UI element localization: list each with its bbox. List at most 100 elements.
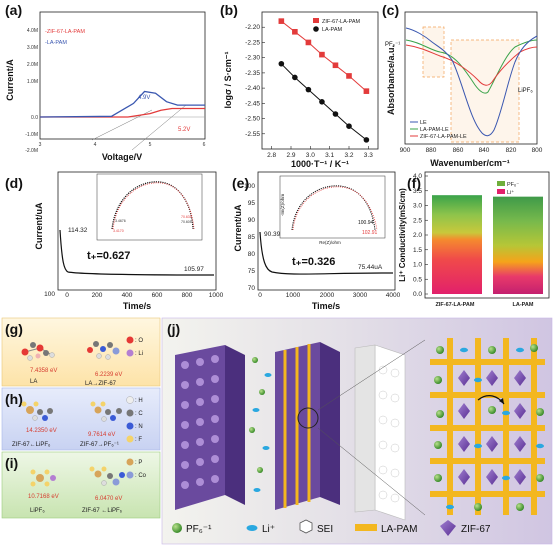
- panel-f-axes: 0.0 0.5 1.0 1.5 2.0 2.5 3.0 3.5 4.0: [413, 173, 428, 298]
- molecule-name: ZIF-67 ←LiPF₆: [82, 508, 123, 514]
- panel-e: (e) 70 75 80 85 90 95 100 90.39uA 75.44u…: [232, 171, 401, 311]
- molecule-zif-67-lipf6-i: [89, 466, 125, 486]
- y-tick: 1.0M: [27, 79, 38, 85]
- curve-la-pam-le: [405, 39, 538, 94]
- highlight-box-lipf6: [450, 39, 520, 143]
- inset-d-curve-red: [112, 182, 195, 230]
- data-point: [363, 88, 370, 94]
- x-tick: 3: [39, 142, 42, 148]
- x-tick: 860: [453, 147, 464, 154]
- panel-h-background: [1, 387, 161, 451]
- panel-d: (d) 114.32 105.97 t₊=0.627 3.4676 70.632…: [5, 171, 224, 311]
- y-tick-label: -2.55: [245, 131, 260, 138]
- inset-d-value: 70.605: [181, 220, 192, 224]
- x-tick: 4: [94, 142, 97, 148]
- panel-e-xlabel: Time/s: [312, 301, 340, 311]
- series-line: [39, 90, 205, 118]
- x-tick: 6: [203, 142, 206, 148]
- inset-d-frame: [96, 173, 203, 241]
- energy-value: 6.2239 eV: [95, 372, 122, 378]
- magnified-network: [430, 338, 545, 515]
- panel-a-xticks: 3 4 5 6: [39, 142, 206, 148]
- molecule-name: ZIF-67←LiPF₆: [12, 442, 51, 448]
- value-105-97: 105.97: [184, 266, 204, 273]
- y-tick-label: 4.0: [413, 173, 422, 180]
- legend-li-icon: [246, 525, 258, 531]
- y-tick-label: -2.35: [245, 70, 260, 77]
- y-tick-label: -2.45: [245, 100, 260, 107]
- legend-zif-67-la-pam-le: ZIF-67-LA-PAM-LE: [420, 134, 467, 140]
- legend-n: : N: [135, 424, 143, 430]
- panel-f-bars: [432, 195, 543, 294]
- legend-dot-f: [126, 435, 134, 443]
- legend-swatch-li: [497, 189, 505, 194]
- x-tick-label: 3.3: [364, 152, 373, 159]
- y-tick-label: -2.50: [245, 116, 260, 123]
- molecule-la-zif-67: [87, 341, 120, 360]
- panel-e-label: (e): [232, 175, 249, 191]
- energy-value: 6.0470 eV: [95, 496, 122, 502]
- x-tick: 1000: [286, 292, 301, 299]
- value-114-32: 114.32: [68, 227, 88, 234]
- molecule-name: LiPF₆: [30, 508, 45, 514]
- y-tick: 100: [244, 183, 255, 190]
- molecule-lipf6: [30, 469, 56, 487]
- legend-p: : P: [135, 460, 142, 466]
- y-tick: 3.0M: [27, 45, 38, 51]
- x-tick-label: 3.2: [344, 152, 353, 159]
- x-tick: 800: [182, 292, 193, 299]
- y-tick: 4.0M: [27, 28, 38, 34]
- x-tick: 900: [400, 147, 411, 154]
- annotation-4-9v: 4.9V: [138, 95, 150, 101]
- legend-pf6: PF₆⁻: [507, 182, 519, 188]
- x-tick: 2000: [320, 292, 335, 299]
- data-point: [332, 62, 339, 69]
- panel-c-frame: [404, 11, 538, 145]
- legend-zif-67-icon: [440, 520, 456, 536]
- legend-dot-h: [126, 396, 134, 404]
- data-point: [319, 99, 325, 105]
- panel-j-legend: PF₆⁻¹ Li⁺ SEI LA-PAM ZIF-67: [172, 519, 491, 536]
- curve-zif-67-la-pam-le: [405, 44, 538, 86]
- data-point: [346, 73, 352, 79]
- molecule-name: ZIF-67→PF₆⁻¹: [80, 442, 119, 448]
- legend-dot-co: [126, 471, 134, 479]
- legend-zif-67: ZIF-67: [461, 524, 491, 535]
- data-point: [305, 39, 312, 46]
- panel-a-series: [39, 90, 205, 118]
- y-tick: 75: [248, 268, 256, 275]
- panel-a-xlabel: Voltage/V: [102, 152, 142, 162]
- panel-a-ylabel: Current/A: [5, 59, 15, 101]
- value-90-39ua: 90.39uA: [264, 231, 289, 238]
- data-point: [292, 28, 298, 35]
- panel-e-frame: [257, 171, 396, 291]
- legend-le: LE: [420, 120, 427, 126]
- legend-sei-icon: [299, 519, 313, 534]
- x-tick: 4000: [386, 292, 401, 299]
- element-legend: : O : Li : H : C : N : F : P : Co: [126, 336, 147, 479]
- tplus-e: t₊=0.326: [292, 256, 335, 268]
- y-tick: 80: [248, 251, 256, 258]
- data-point: [305, 86, 312, 93]
- y-tick-label: -2.30: [245, 55, 260, 62]
- data-point: [278, 18, 285, 24]
- panel-d-xlabel: Time/s: [123, 301, 151, 311]
- panel-a-label: (a): [5, 2, 22, 18]
- panel-g: (g) 7.4358 eV 6.2239 eV LA LA→ZIF-67: [1, 317, 161, 387]
- x-tick: 5: [149, 142, 152, 148]
- ions-left: [249, 357, 272, 492]
- x-tick: 880: [426, 147, 437, 154]
- x-tick: 800: [532, 147, 543, 154]
- panel-e-ylabel: Current/uA: [233, 204, 243, 252]
- data-point: [332, 111, 339, 117]
- panel-i: (i) 10.7168 eV 6.0470 eV LiPF₆ ZIF-67 ←L…: [1, 451, 161, 519]
- value-75-44ua: 75.44uA: [358, 264, 383, 271]
- x-tick: 0: [65, 292, 69, 299]
- panel-c-xlabel: Wavenumber/cm⁻¹: [430, 158, 509, 168]
- series-line: [40, 107, 205, 118]
- legend-dot-o: [126, 336, 134, 344]
- panel-b: (b) 2.8 2.9 3.0 3.1 3.2 3.3 -2.20 -2.25 -2.30 -2.…: [220, 2, 379, 169]
- panel-j-label: (j): [167, 321, 180, 337]
- molecule-name: LA: [30, 379, 37, 385]
- legend-la-pam: LA-PAM: [322, 27, 342, 33]
